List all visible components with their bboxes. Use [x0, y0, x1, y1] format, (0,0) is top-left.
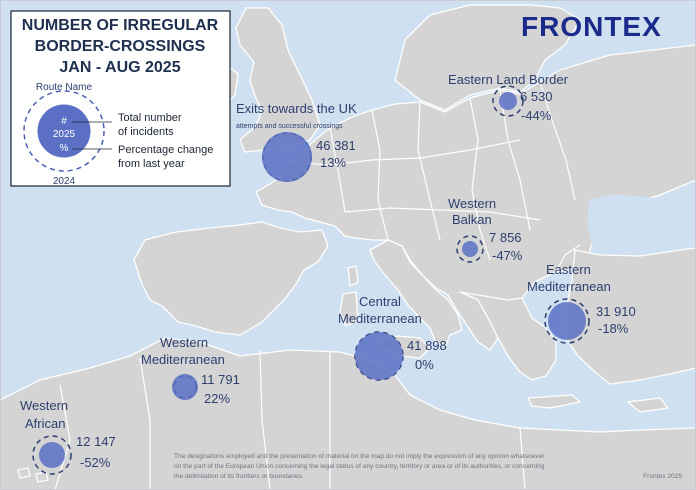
route-count: 11 791 [201, 372, 240, 387]
route-name-line-1: Western [448, 196, 496, 211]
route-count: 7 856 [489, 230, 522, 245]
route-circle [499, 92, 517, 110]
route-circle [262, 132, 312, 182]
route-exits-uk: Exits towards the UK attempts and succes… [236, 101, 357, 182]
route-eastern-land-border: Eastern Land Border 6 530 -44% [448, 72, 569, 123]
route-change: -52% [80, 455, 111, 470]
title-line-1: NUMBER OF IRREGULAR [22, 17, 219, 34]
legend-prev-year-ring [23, 90, 105, 172]
route-count: 41 898 [407, 338, 447, 353]
route-change: -18% [598, 321, 629, 336]
route-change: -44% [521, 108, 552, 123]
route-count: 46 381 [316, 138, 356, 153]
title-box: NUMBER OF IRREGULAR BORDER-CROSSINGS JAN… [10, 10, 231, 187]
route-circle [462, 241, 478, 257]
route-name-line-2: Balkan [452, 212, 492, 227]
route-prev-ring [544, 298, 590, 344]
route-circle [39, 442, 65, 468]
legend-percent-symbol: % [60, 143, 69, 154]
route-change: 0% [415, 357, 434, 372]
route-name-line-1: Western [20, 398, 68, 413]
route-circle [548, 302, 586, 340]
legend-current-circle [36, 103, 92, 159]
frontex-logo: FRONTEX [521, 11, 662, 42]
route-prev-ring [492, 85, 524, 117]
borders [54, 81, 581, 490]
route-name: Eastern Land Border [448, 72, 569, 87]
route-count: 31 910 [596, 304, 636, 319]
route-prev-ring [32, 435, 72, 475]
route-count: 12 147 [76, 434, 116, 449]
legend-total-line-1: Total number [118, 112, 182, 124]
route-name-line-2: African [25, 416, 65, 431]
legend-total-line-2: of incidents [118, 126, 174, 138]
route-name: Exits towards the UK [236, 101, 357, 116]
route-name-line-1: Central [359, 294, 401, 309]
legend-pct-line-2: from last year [118, 158, 185, 170]
route-change: 22% [204, 391, 230, 406]
disclaimer-line-2: on the part of the European Union concer… [174, 463, 545, 470]
route-name-line-1: Western [160, 335, 208, 350]
title-panel [10, 10, 231, 187]
route-prev-ring [456, 235, 484, 263]
route-western-balkan: Western Balkan 7 856 -47% [448, 196, 523, 263]
route-name-line-2: Mediterranean [338, 311, 422, 326]
route-circle [172, 374, 198, 400]
credit: Frontex 2025 [643, 473, 682, 480]
legend-year-prev: 2024 [53, 176, 76, 187]
disclaimer-line-1: The designations employed and the presen… [174, 453, 545, 460]
route-western-african: Western African 12 147 -52% [20, 398, 116, 475]
route-name-line-2: Mediterranean [141, 352, 225, 367]
legend-pct-line-1: Percentage change [118, 144, 213, 156]
route-eastern-mediterranean: Eastern Mediterranean 31 910 -18% [527, 262, 636, 344]
route-central-mediterranean: Central Mediterranean 41 898 0% [338, 294, 447, 381]
route-name-line-1: Eastern [546, 262, 591, 277]
route-change: -47% [492, 248, 523, 263]
legend-year-current: 2025 [53, 129, 76, 140]
legend-count-symbol: # [61, 116, 67, 127]
title-line-2: BORDER-CROSSINGS [35, 38, 206, 55]
title-line-3: JAN - AUG 2025 [59, 59, 180, 76]
legend-route-name: Route Name [36, 82, 93, 93]
route-subtitle: attempts and successful crossings [236, 123, 343, 130]
disclaimer-line-3: the delimitation of its frontiers or bou… [174, 473, 304, 480]
route-western-mediterranean: Western Mediterranean 11 791 22% [141, 335, 240, 406]
route-circle [355, 332, 403, 380]
route-name-line-2: Mediterranean [527, 279, 611, 294]
route-change: 13% [320, 155, 346, 170]
route-count: 6 530 [520, 89, 553, 104]
